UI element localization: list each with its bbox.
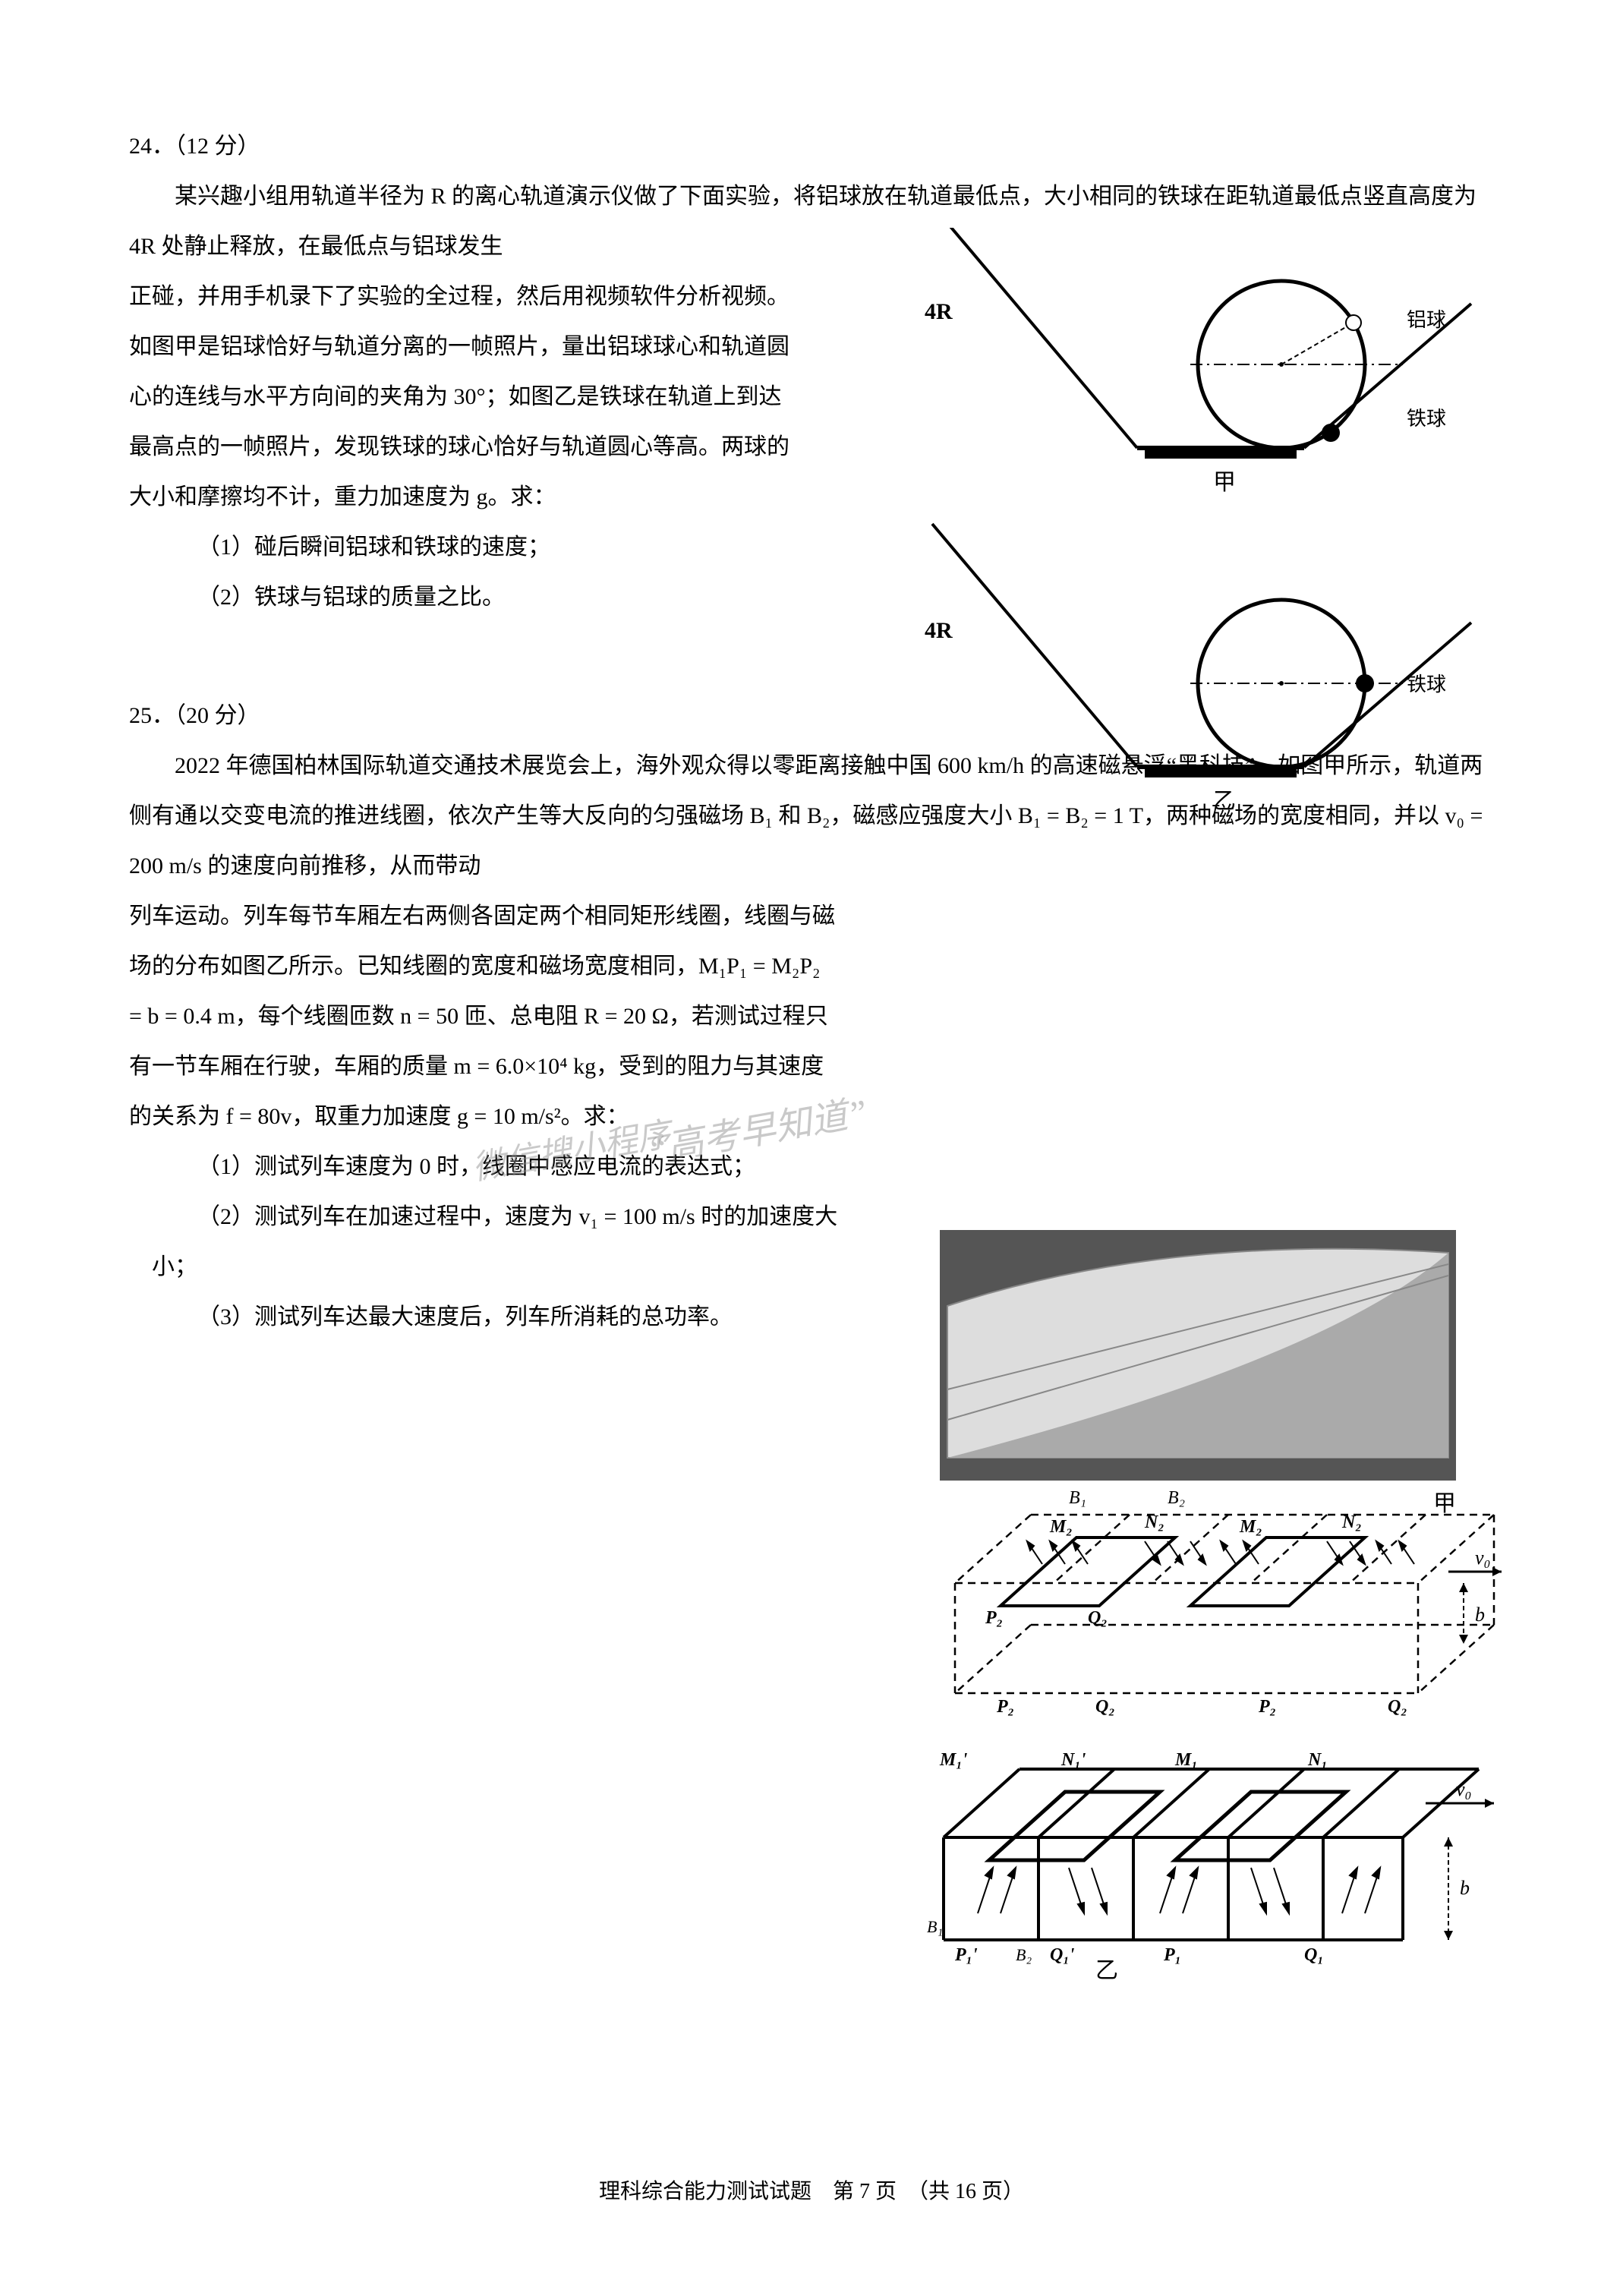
lbl-m1: M₁: [1174, 1750, 1198, 1770]
label-iron1: 铁球: [1407, 408, 1446, 430]
q25-b-1: b: [1475, 1604, 1485, 1626]
caption-jia: 甲: [1213, 470, 1236, 495]
q25-sub1: （1）测试列车速度为 0 时，线圈中感应电流的表达式；: [152, 1142, 858, 1192]
lbl-p2: P₂: [985, 1608, 1003, 1628]
lbl-q2: Q₂: [1088, 1608, 1108, 1628]
q24-fig-jia: 铝球 铁球 4R 甲: [925, 228, 1471, 495]
lbl-p1: P₁: [1163, 1945, 1181, 1965]
q24-header: 24．（12 分）: [129, 121, 1494, 172]
lbl-q1p: Q₁': [1050, 1945, 1075, 1965]
page-footer: 理科综合能力测试试题 第 7 页 （共 16 页）: [0, 2175, 1623, 2205]
q25-diagram-top: v₀ b B₁ B₂ M₂ N₂ M₂ N₂ P₂ Q₂ P₂ Q₂ P₂ Q₂: [955, 1488, 1502, 1717]
lbl-n1p: N₁': [1060, 1750, 1086, 1770]
q25-body: 2022 年德国柏林国际轨道交通技术展览会上，海外观众得以零距离接触中国 600…: [129, 741, 1494, 1142]
lbl-n1: N₁: [1307, 1750, 1328, 1770]
lbl-b2-b: B₂: [1016, 1945, 1032, 1964]
lbl-q2p2: Q₂: [1388, 1697, 1407, 1717]
lbl-n2: N₂: [1144, 1512, 1164, 1532]
q25-header: 25．（20 分）: [129, 691, 1494, 741]
lbl-p1p: P₁': [954, 1945, 978, 1965]
q25-v0-2: v₀: [1456, 1778, 1472, 1800]
q25-sub2: （2）测试列车在加速过程中，速度为 v₁ = 100 m/s 时的加速度大小；: [152, 1192, 858, 1292]
label-4r-1: 4R: [925, 299, 953, 324]
label-alu: 铝球: [1407, 309, 1446, 331]
lbl-b1-b: B₁: [927, 1917, 943, 1936]
q25-b-2: b: [1460, 1877, 1470, 1899]
q25-v0-1: v₀: [1475, 1547, 1491, 1569]
label-4r-2: 4R: [925, 618, 953, 643]
q25-svg: 甲: [902, 1230, 1509, 2027]
q25-sub3: （3）测试列车达最大速度后，列车所消耗的总功率。: [152, 1292, 858, 1342]
lbl-q1: Q₁: [1304, 1945, 1324, 1965]
lbl-n2b: N₂: [1341, 1512, 1362, 1532]
lbl-m1p: M₁': [939, 1750, 968, 1770]
lbl-b2-t: B₂: [1168, 1488, 1185, 1508]
lbl-m2: M₂: [1049, 1517, 1073, 1537]
lbl-p2p2: P₂: [1258, 1697, 1276, 1717]
lbl-p2p: P₂: [996, 1697, 1014, 1717]
q25-diagram-bottom: v₀ b M₁' N₁' M₁ N₁ B₁ P₁' B₂ Q₁' P₁ Q₁ 乙: [927, 1750, 1494, 1983]
lbl-q2p: Q₂: [1095, 1697, 1115, 1717]
q25-cap-jia: 甲: [1433, 1491, 1456, 1516]
lbl-b1-t: B₁: [1069, 1488, 1086, 1508]
q25-text: 2022 年德国柏林国际轨道交通技术展览会上，海外观众得以零距离接触中国 600…: [129, 753, 1494, 1142]
q25-cap-yi: 乙: [1095, 1958, 1118, 1983]
q25-figure: 甲: [902, 1230, 1509, 2031]
lbl-m2b: M₂: [1239, 1517, 1262, 1537]
